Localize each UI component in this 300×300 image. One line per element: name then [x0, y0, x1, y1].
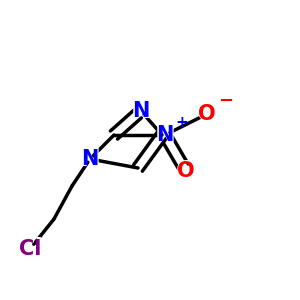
- Text: N: N: [154, 123, 176, 147]
- Text: N: N: [81, 149, 99, 169]
- Text: O: O: [196, 102, 218, 126]
- Text: O: O: [198, 104, 216, 124]
- Text: Cl: Cl: [19, 239, 41, 259]
- Text: N: N: [156, 125, 174, 145]
- Text: O: O: [177, 161, 195, 181]
- Text: −: −: [218, 92, 233, 110]
- Text: O: O: [176, 159, 197, 183]
- Text: N: N: [130, 99, 152, 123]
- Text: N: N: [132, 101, 150, 121]
- Text: Cl: Cl: [16, 237, 44, 261]
- Text: N: N: [80, 147, 100, 171]
- Text: +: +: [175, 115, 188, 130]
